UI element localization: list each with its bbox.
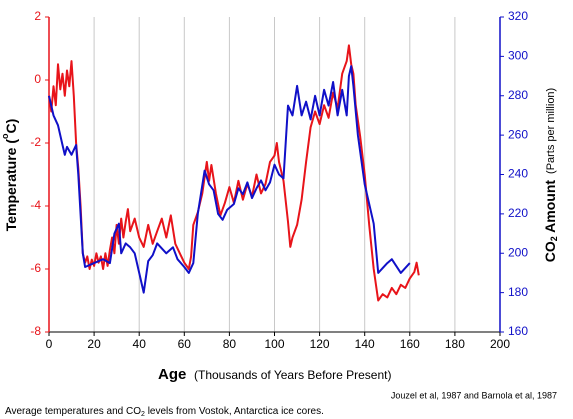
y-tick-label: -4: [30, 198, 41, 212]
x-tick-label: 100: [264, 337, 284, 351]
source: Jouzel et al, 1987 and Barnola et al, 19…: [391, 390, 557, 400]
x-axis-label: Age: [158, 366, 186, 383]
y2-tick-label: 240: [508, 167, 528, 181]
y2-tick-label: 200: [508, 245, 528, 259]
y2-tick-label: 300: [508, 49, 528, 63]
y2-tick-label: 160: [508, 324, 528, 338]
y-axis-label: Temperature (oC): [0, 119, 18, 232]
x-tick-label: 140: [355, 337, 375, 351]
caption-sub: 2: [141, 411, 145, 418]
y-tick-label: 2: [34, 9, 41, 23]
y2-tick-label: 320: [508, 9, 528, 23]
y2-tick-label: 180: [508, 285, 528, 299]
y2-label-text: CO: [542, 241, 558, 262]
y-tick-label: -8: [30, 324, 41, 338]
y2-tick-label: 260: [508, 127, 528, 141]
caption-text: levels from Vostok, Antarctica ice cores…: [145, 406, 324, 417]
x-axis-note: (Thousands of Years Before Present): [194, 368, 391, 382]
x-tick-label: 0: [46, 337, 53, 351]
y2-label-note: (Parts per million): [545, 88, 557, 174]
y-label-text: Temperature (: [3, 139, 19, 232]
y2-tick-label: 280: [508, 88, 528, 102]
y-tick-label: -6: [30, 261, 41, 275]
data-line: [48, 65, 411, 294]
y2-label-text: Amount: [542, 180, 558, 237]
caption: Average temperatures and CO2 levels from…: [5, 406, 324, 418]
x-tick-label: 160: [400, 337, 420, 351]
y-label-sup: o: [0, 133, 10, 139]
x-tick-label: 20: [87, 337, 101, 351]
y2-axis-label: CO2 Amount (Parts per million): [542, 88, 560, 262]
x-tick-label: 60: [178, 337, 192, 351]
data-line: [48, 44, 420, 302]
x-tick-label: 180: [445, 337, 465, 351]
x-tick-label: 200: [490, 337, 510, 351]
x-tick-label: 80: [223, 337, 237, 351]
y-label-text: C): [3, 119, 19, 134]
x-tick-label: 40: [133, 337, 147, 351]
y2-label-sub: 2: [549, 236, 559, 241]
y-tick-label: -2: [30, 135, 41, 149]
x-tick-label: 120: [310, 337, 330, 351]
y-tick-label: 0: [34, 72, 41, 86]
caption-text: Average temperatures and CO: [5, 406, 141, 417]
y2-tick-label: 220: [508, 206, 528, 220]
